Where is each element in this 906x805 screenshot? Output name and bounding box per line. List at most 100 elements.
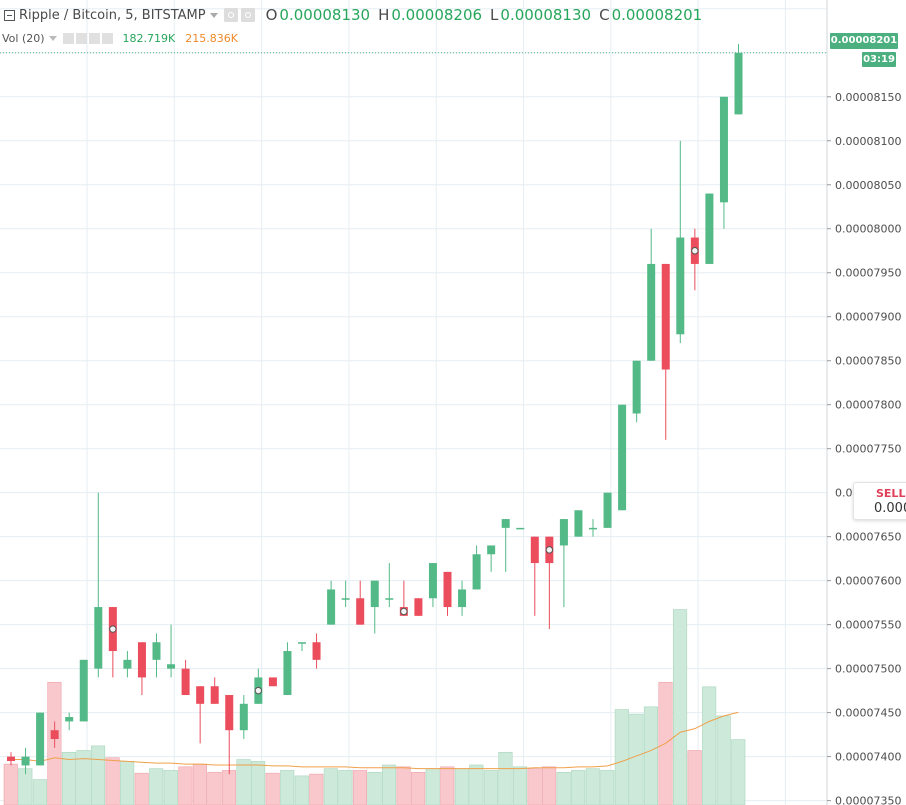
candle (239, 695, 248, 740)
candle (327, 580, 336, 625)
candle (21, 747, 30, 775)
chevron-down-icon[interactable] (48, 35, 57, 41)
candle (472, 545, 481, 590)
volume-bar (163, 770, 178, 805)
candle-body (632, 360, 641, 414)
candle-body (428, 563, 437, 599)
candle-body (559, 519, 568, 546)
candle (268, 677, 277, 687)
candle (705, 193, 714, 264)
candle-body (79, 659, 88, 722)
symbol-title[interactable]: Ripple / Bitcoin, 5, BITSTAMP (19, 7, 206, 23)
volume-ma-value: 215.836K (185, 31, 238, 45)
volume-bar (236, 759, 251, 805)
volume-bar (687, 750, 702, 805)
price-tick-label: 0.00008050 (835, 179, 901, 192)
candle (196, 686, 205, 744)
candle (414, 598, 423, 616)
volume-bar (251, 761, 266, 805)
volume-bar (294, 775, 309, 805)
candle (356, 580, 365, 625)
volume-bar (629, 713, 644, 805)
candle (428, 563, 437, 608)
volume-bar (411, 771, 426, 805)
volume-bar (731, 739, 746, 805)
gear-icon[interactable] (75, 32, 87, 44)
sell-button[interactable]: SELL 0.000 (853, 482, 906, 520)
volume-bar (280, 770, 295, 805)
candle (589, 519, 597, 537)
add-icon[interactable] (88, 32, 100, 44)
candle (516, 527, 525, 530)
candle (210, 677, 219, 704)
volume-bar (716, 715, 731, 805)
candle (443, 571, 452, 616)
candle (94, 492, 103, 678)
volume-bar (105, 757, 120, 805)
volume-bar (134, 772, 149, 805)
price-tick-label: 0.00007750 (835, 443, 901, 456)
volume-bar (425, 768, 440, 805)
candle-body (137, 642, 146, 678)
price-tick-label: 0.00007400 (835, 751, 901, 764)
bar-countdown: 03:19 (862, 52, 896, 67)
price-tick-label: 0.00008100 (835, 135, 901, 148)
candle (108, 607, 117, 678)
candle-body (210, 686, 219, 704)
gear-icon[interactable] (240, 8, 255, 22)
volume-bar (556, 771, 571, 805)
volume-label[interactable]: Vol (20) (2, 31, 45, 45)
candles[interactable] (7, 43, 743, 775)
eye-icon[interactable] (223, 8, 238, 22)
price-tick-label: 0.00007850 (835, 355, 901, 368)
candle (298, 642, 306, 652)
volume-bars (3, 609, 746, 805)
candle-body (196, 686, 205, 704)
candle-body (7, 756, 15, 762)
collapse-icon[interactable] (4, 9, 15, 21)
open-value: 0.00008130 (279, 6, 371, 24)
candle-body (167, 664, 176, 669)
close-icon[interactable] (101, 32, 113, 44)
candle-body (94, 607, 103, 669)
candle (167, 624, 176, 678)
event-marker (109, 625, 117, 633)
price-tick-label: 0.00007500 (835, 663, 901, 676)
volume-bar (381, 764, 397, 805)
price-axis[interactable]: 0.00008150 0.00008100 0.00008050 0.00008000… (827, 91, 901, 805)
candle (676, 140, 685, 344)
candle-body (327, 589, 336, 625)
candle (603, 492, 612, 528)
low-value: 0.00008130 (500, 6, 592, 24)
candle (341, 580, 350, 608)
price-tick-label: 0.00007350 (835, 795, 901, 805)
price-tick-label: 0.00007800 (835, 399, 901, 412)
eye-icon[interactable] (62, 32, 74, 44)
volume-bar (352, 770, 368, 805)
candle-body (719, 96, 728, 203)
candle (7, 752, 15, 766)
candle (312, 633, 321, 669)
volume-legend: Vol (20) 182.719K 215.836K (2, 30, 238, 46)
close-label: C (599, 6, 610, 24)
candle-body (239, 703, 248, 731)
volume-bar (91, 745, 106, 805)
volume-bar (614, 709, 629, 805)
price-tick-label: 0.00007650 (835, 531, 901, 544)
volume-bar (309, 773, 324, 805)
volume-bar (483, 770, 498, 805)
event-marker (545, 546, 554, 554)
candle-body (36, 712, 45, 766)
volume-bar (396, 766, 411, 805)
candle (65, 712, 74, 731)
candle-body (225, 695, 234, 731)
volume-bar (3, 763, 18, 805)
chevron-down-icon[interactable] (209, 12, 218, 18)
candle-body (618, 404, 627, 511)
candle (137, 642, 146, 696)
candle-body (458, 589, 467, 608)
candle (574, 510, 583, 537)
candle-body (152, 642, 161, 660)
candle-body (589, 527, 597, 530)
